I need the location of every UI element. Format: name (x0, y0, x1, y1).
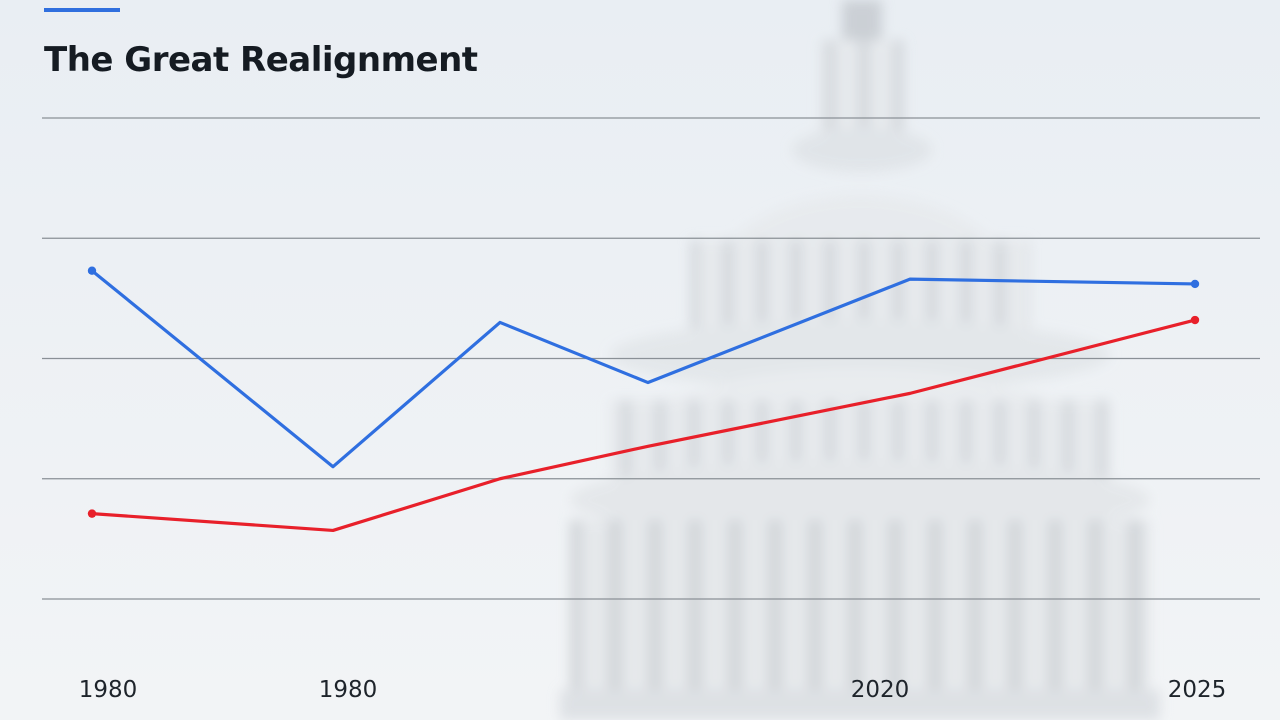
x-tick-label: 2025 (1168, 677, 1227, 703)
data-point (87, 509, 97, 518)
gridlines (42, 117, 1260, 600)
series-line-1 (90, 269, 1197, 469)
data-point (87, 266, 97, 275)
series-group (87, 266, 1200, 533)
chart-title: The Great Realignment (44, 40, 478, 80)
x-tick-label: 1980 (319, 677, 378, 703)
data-point (1190, 315, 1200, 325)
x-axis: 1980 1980 2020 2025 (79, 677, 1227, 703)
data-point (1190, 279, 1200, 289)
series-line-2 (90, 318, 1197, 533)
title-accent-bar (44, 8, 120, 12)
x-tick-label: 2020 (851, 677, 910, 703)
x-tick-label: 1980 (79, 677, 138, 703)
